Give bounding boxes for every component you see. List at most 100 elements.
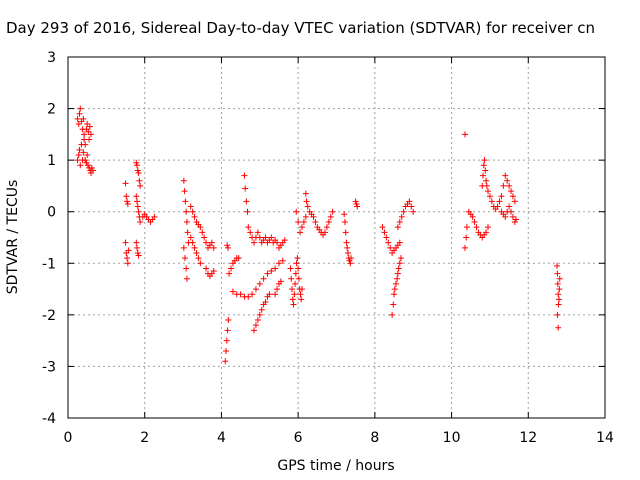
data-point xyxy=(124,198,131,205)
data-point xyxy=(408,203,415,210)
data-point xyxy=(86,123,93,130)
data-point xyxy=(483,182,490,189)
data-point xyxy=(298,286,305,293)
data-point xyxy=(136,177,143,184)
data-point xyxy=(247,229,254,236)
data-point xyxy=(555,301,562,308)
data-point xyxy=(251,327,258,334)
data-point xyxy=(396,219,403,226)
data-point xyxy=(193,249,200,256)
y-tick-label: 3 xyxy=(47,50,56,66)
data-point xyxy=(189,208,196,215)
data-point xyxy=(298,224,305,231)
data-point xyxy=(203,239,210,246)
data-point xyxy=(184,229,191,236)
data-point xyxy=(222,358,229,365)
data-point xyxy=(342,229,349,236)
data-point xyxy=(513,216,520,223)
data-point xyxy=(398,213,405,220)
data-point xyxy=(244,208,251,215)
data-point xyxy=(252,286,259,293)
data-point xyxy=(502,172,509,179)
data-point xyxy=(81,131,88,138)
data-point xyxy=(191,244,198,251)
data-point xyxy=(224,327,231,334)
data-point xyxy=(224,244,231,251)
data-point xyxy=(133,239,140,246)
data-point xyxy=(504,177,511,184)
data-point xyxy=(394,224,401,231)
data-point xyxy=(344,244,351,251)
data-point xyxy=(229,288,236,295)
data-point xyxy=(88,164,95,171)
data-point xyxy=(225,317,232,324)
data-point xyxy=(235,255,242,262)
data-point xyxy=(199,229,206,236)
data-point xyxy=(249,291,256,298)
data-point xyxy=(84,121,91,128)
data-point xyxy=(511,198,518,205)
data-point xyxy=(74,115,81,122)
data-point xyxy=(323,224,330,231)
data-point xyxy=(137,219,144,226)
data-point xyxy=(506,203,513,210)
x-tick-label: 12 xyxy=(519,430,537,446)
data-point xyxy=(302,213,309,220)
data-point xyxy=(463,234,470,241)
data-point xyxy=(387,244,394,251)
data-point xyxy=(480,162,487,169)
data-point xyxy=(394,270,401,277)
data-point xyxy=(134,244,141,251)
data-point xyxy=(203,265,210,272)
data-point xyxy=(75,151,82,158)
data-point xyxy=(125,247,132,254)
data-point xyxy=(274,239,281,246)
y-tick-label: -4 xyxy=(42,411,56,427)
data-point xyxy=(391,286,398,293)
data-point xyxy=(181,188,188,195)
data-point xyxy=(151,213,158,220)
data-point xyxy=(506,182,513,189)
data-point xyxy=(287,265,294,272)
data-point xyxy=(300,219,307,226)
data-point xyxy=(483,229,490,236)
data-point xyxy=(345,249,352,256)
data-point xyxy=(133,193,140,200)
data-point xyxy=(508,208,515,215)
data-point xyxy=(302,190,309,197)
data-point xyxy=(134,167,141,174)
data-point xyxy=(80,115,87,122)
data-point xyxy=(396,239,403,246)
data-point xyxy=(245,293,252,300)
data-point xyxy=(397,255,404,262)
data-point xyxy=(486,193,493,200)
data-point xyxy=(292,280,299,287)
data-point xyxy=(294,255,301,262)
data-point xyxy=(555,324,562,331)
data-point xyxy=(461,131,468,138)
data-point xyxy=(242,185,249,192)
data-point xyxy=(389,311,396,318)
data-point xyxy=(89,167,96,174)
data-point xyxy=(391,291,398,298)
data-point xyxy=(264,270,271,277)
data-point xyxy=(88,131,95,138)
x-tick-label: 0 xyxy=(64,430,73,446)
data-point xyxy=(292,270,299,277)
data-point xyxy=(354,203,361,210)
data-point xyxy=(461,244,468,251)
data-point xyxy=(281,237,288,244)
y-tick-label: 0 xyxy=(47,205,56,221)
data-point xyxy=(183,208,190,215)
data-point xyxy=(122,239,129,246)
data-point xyxy=(122,180,129,187)
data-point xyxy=(228,265,235,272)
data-point xyxy=(494,203,501,210)
data-point xyxy=(291,291,298,298)
data-point xyxy=(508,188,515,195)
data-point xyxy=(554,262,561,269)
data-point xyxy=(243,198,250,205)
data-point xyxy=(258,306,265,313)
